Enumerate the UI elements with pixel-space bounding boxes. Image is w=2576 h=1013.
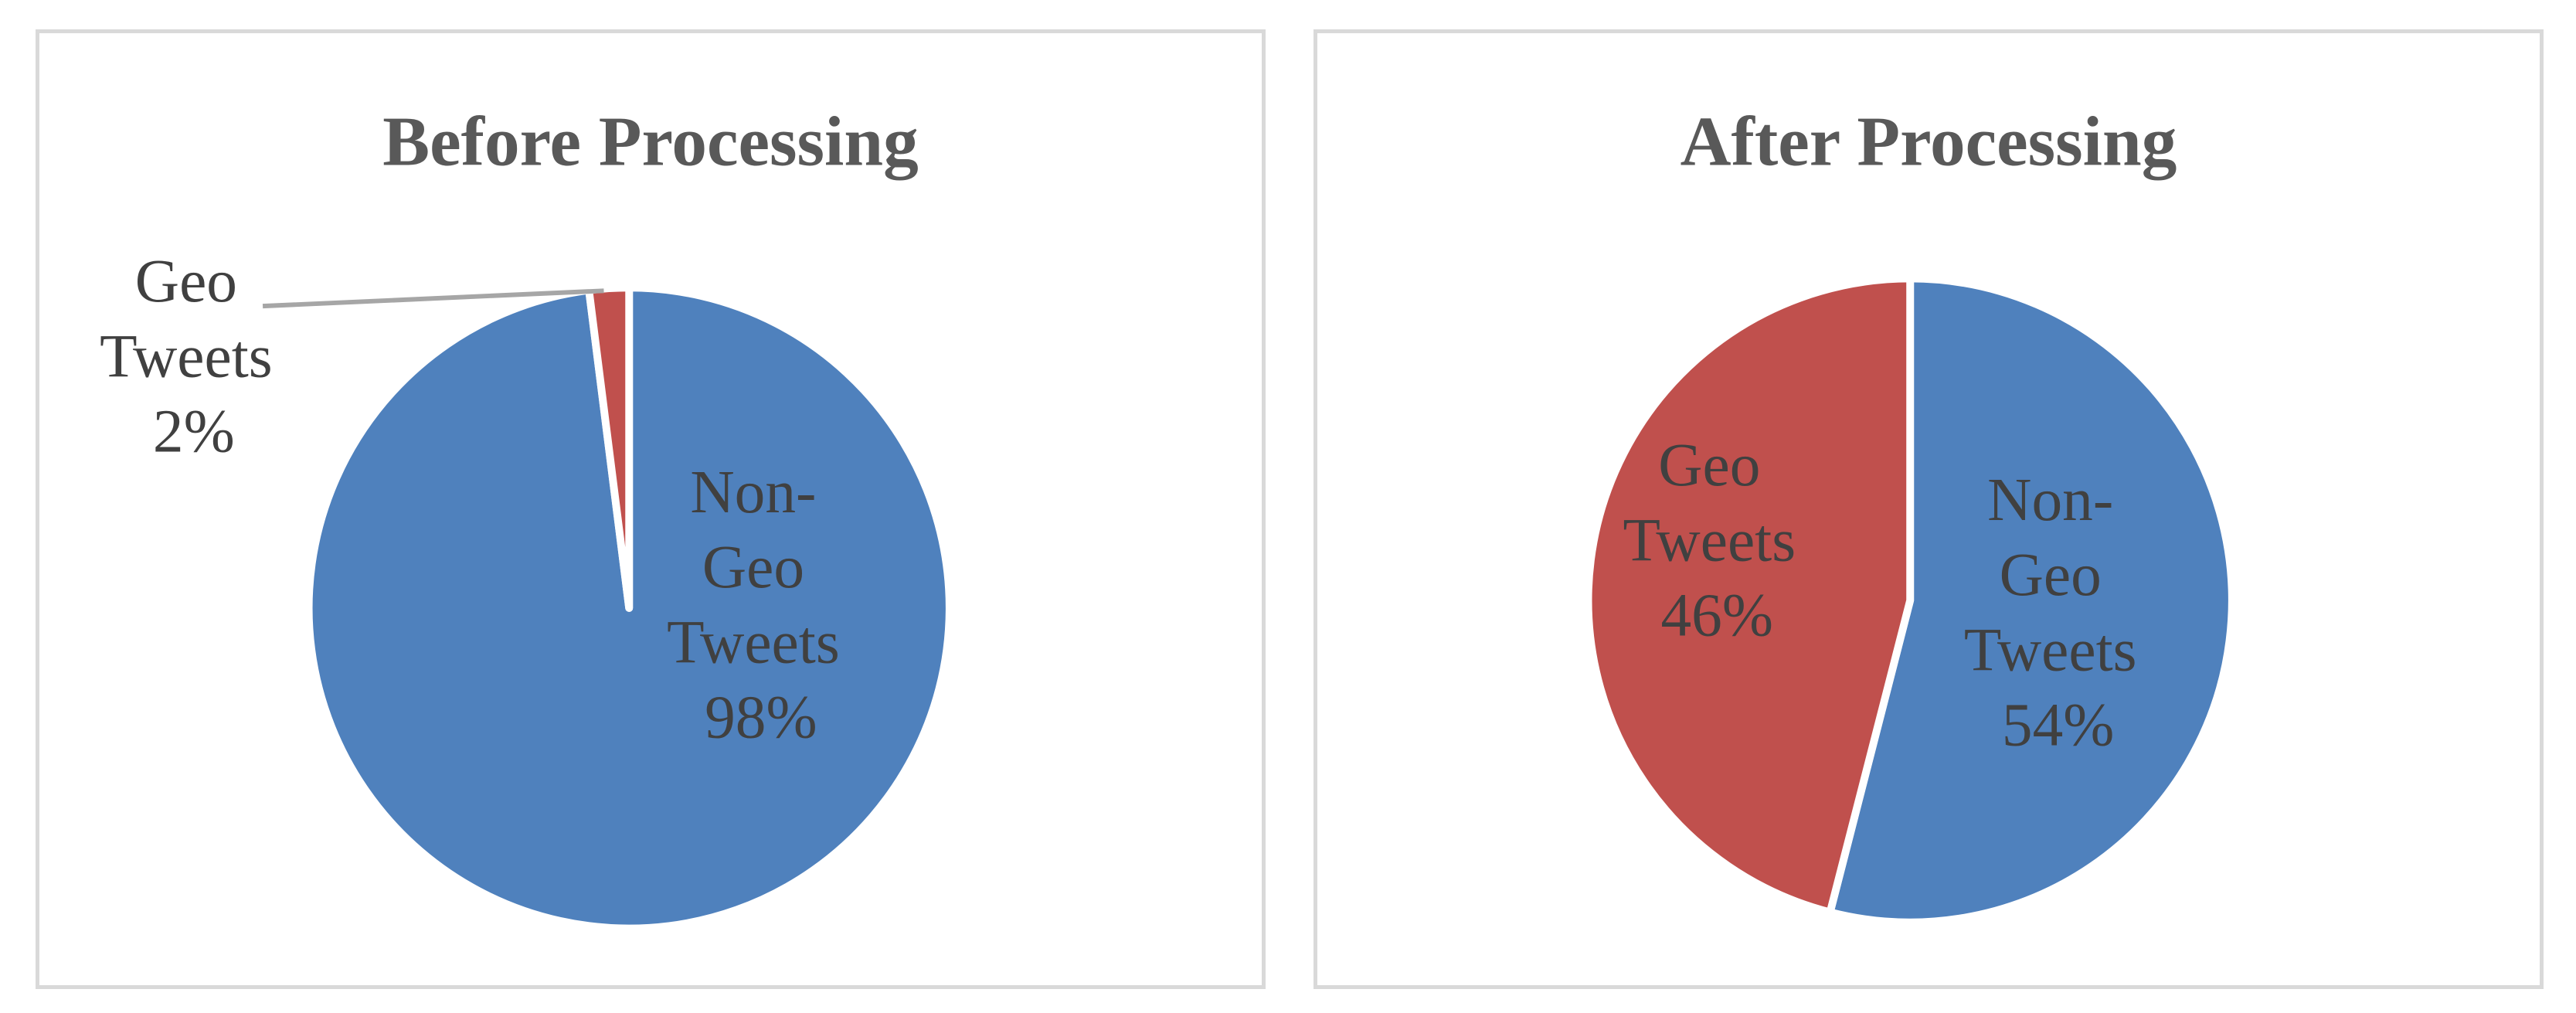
leader-line [262,288,604,309]
slice-label-geo: Geo Tweets 46% [1623,431,1811,649]
chart-after-processing: After Processing Non- Geo Tweets 54% Geo… [1313,29,2544,989]
pie-slice-geo-tweets [1584,274,1915,916]
pie-chart-after: After Processing Non- Geo Tweets 54% Geo… [1584,103,2236,926]
pie-chart-before: Before Processing Non- Geo Tweets 98% Ge… [100,103,953,933]
slice-label-non-geo: Non- Geo Tweets 54% [1964,466,2152,760]
slice-label-non-geo: Non- Geo Tweets 98% [667,458,855,752]
chart-title: Before Processing [382,103,919,181]
chart-title: After Processing [1681,103,2177,181]
chart-before-processing: Before Processing Non- Geo Tweets 98% Ge… [36,29,1266,989]
pie-slice-non-geo-tweets [1826,274,2236,926]
slice-label-geo: Geo Tweets 2% [100,247,287,465]
